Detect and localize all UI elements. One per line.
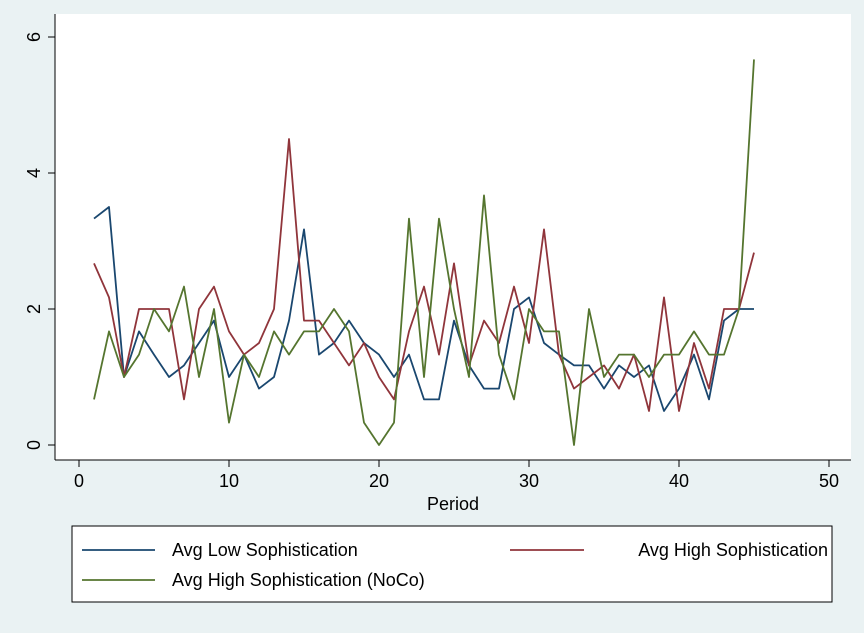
y-tick-label: 6: [24, 32, 44, 42]
y-tick-label: 2: [24, 304, 44, 314]
series-line-2: [93, 138, 755, 412]
x-tick-label: 10: [219, 471, 239, 491]
y-tick-label: 0: [24, 440, 44, 450]
legend-label-1: Avg Low Sophistication: [172, 540, 358, 560]
x-tick-label: 50: [819, 471, 839, 491]
legend-box: [71, 525, 833, 603]
legend-label-2: Avg High Sophistication: [638, 540, 828, 560]
x-tick-label: 0: [74, 471, 84, 491]
plot-area: [55, 14, 851, 460]
series-layer: [93, 59, 755, 446]
y-tick-label: 4: [24, 168, 44, 178]
x-tick-label: 40: [669, 471, 689, 491]
x-tick-label: 30: [519, 471, 539, 491]
legend-label-3: Avg High Sophistication (NoCo): [172, 570, 425, 590]
x-axis-title: Period: [427, 494, 479, 514]
axes-layer: 0 10 20 30 40 50 0 2 4 6: [24, 14, 851, 491]
x-tick-label: 20: [369, 471, 389, 491]
legend-layer: Avg Low Sophistication Avg High Sophistic…: [82, 540, 828, 590]
series-line-3: [93, 59, 755, 446]
